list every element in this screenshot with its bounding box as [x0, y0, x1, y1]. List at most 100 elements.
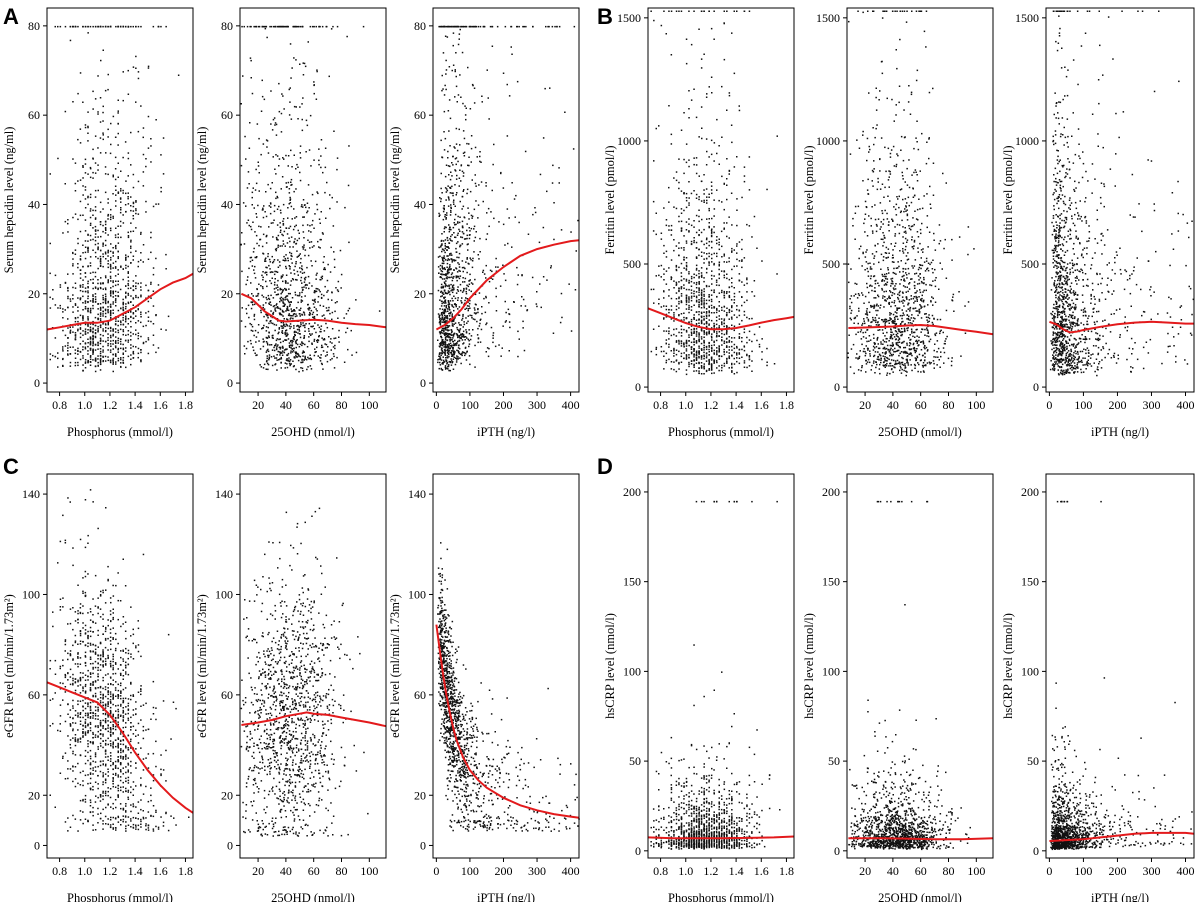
data-point — [713, 289, 715, 291]
data-point — [282, 280, 284, 283]
data-point — [87, 342, 89, 344]
data-point — [92, 299, 94, 302]
data-point — [488, 280, 491, 283]
plot-frame — [46, 7, 194, 393]
data-point — [450, 334, 453, 336]
data-point — [746, 336, 748, 339]
data-point — [703, 303, 705, 305]
data-point — [706, 196, 708, 198]
data-point — [260, 110, 263, 112]
data-point — [440, 305, 443, 307]
data-point — [477, 308, 479, 311]
data-point — [688, 108, 690, 110]
data-point — [346, 35, 348, 38]
data-point — [99, 348, 102, 350]
data-point — [303, 335, 306, 337]
data-point — [311, 333, 313, 335]
data-point — [495, 266, 497, 268]
data-point — [280, 325, 282, 327]
data-point — [295, 278, 297, 281]
data-point — [309, 25, 312, 28]
data-point — [546, 190, 548, 193]
data-point — [275, 347, 278, 349]
data-point — [685, 62, 688, 65]
data-point — [135, 287, 137, 290]
data-point — [130, 320, 132, 323]
data-point — [308, 241, 311, 243]
data-point — [733, 314, 736, 316]
data-point — [695, 311, 698, 313]
data-point — [252, 251, 255, 253]
data-point — [700, 10, 703, 12]
data-point — [49, 358, 51, 361]
data-point — [72, 346, 74, 348]
data-point — [683, 247, 685, 249]
data-point — [107, 321, 109, 323]
data-point — [680, 229, 683, 231]
data-point — [443, 312, 446, 315]
data-point — [461, 291, 464, 293]
data-point — [293, 269, 295, 271]
y-tick-label: 20 — [414, 287, 426, 301]
data-point — [114, 275, 117, 277]
data-point — [281, 332, 284, 334]
data-point — [344, 206, 346, 209]
data-point — [270, 25, 273, 28]
data-point — [449, 192, 452, 194]
data-point — [660, 24, 663, 27]
data-point — [284, 280, 287, 282]
data-point — [59, 286, 62, 288]
data-point — [455, 292, 458, 294]
data-point — [140, 313, 142, 316]
panel-letter-D: D — [597, 454, 613, 479]
data-point — [332, 225, 335, 227]
data-point — [285, 323, 287, 325]
data-point — [114, 354, 117, 357]
data-point — [125, 291, 127, 294]
data-point — [726, 109, 728, 111]
data-point — [262, 143, 265, 145]
data-point — [266, 140, 269, 142]
data-point — [461, 220, 464, 223]
data-point — [449, 238, 451, 240]
data-point — [701, 127, 703, 129]
data-point — [117, 283, 119, 286]
data-point — [315, 308, 317, 310]
data-point — [104, 355, 107, 358]
data-point — [252, 330, 254, 332]
data-point — [695, 301, 698, 303]
data-point — [92, 359, 94, 361]
data-point — [738, 260, 741, 262]
data-point — [698, 333, 700, 336]
data-point — [716, 255, 718, 258]
data-point — [738, 333, 741, 335]
data-point — [731, 306, 733, 309]
data-point — [721, 245, 723, 248]
data-point — [318, 159, 320, 162]
data-point — [347, 184, 350, 187]
data-point — [723, 10, 725, 12]
data-point — [142, 342, 145, 345]
data-point — [130, 331, 132, 334]
data-point — [109, 218, 112, 221]
panel-letter-C: C — [3, 454, 19, 479]
data-point — [663, 305, 665, 307]
data-point — [448, 353, 450, 356]
data-point — [114, 178, 117, 181]
data-point — [469, 299, 471, 302]
data-point — [301, 25, 304, 28]
data-point — [290, 301, 292, 303]
data-point — [440, 313, 443, 315]
data-point — [94, 225, 97, 228]
data-point — [685, 278, 688, 281]
data-point — [721, 339, 723, 342]
data-point — [132, 230, 135, 232]
data-point — [728, 336, 730, 338]
data-point — [255, 354, 257, 357]
data-point — [165, 329, 167, 331]
data-point — [92, 249, 94, 251]
data-point — [449, 145, 451, 147]
data-point — [459, 230, 461, 232]
data-point — [307, 308, 309, 310]
data-point — [268, 258, 271, 261]
